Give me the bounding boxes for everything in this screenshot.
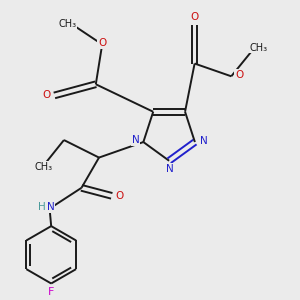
Text: O: O	[42, 90, 50, 100]
Text: O: O	[98, 38, 106, 48]
Text: CH₃: CH₃	[34, 162, 52, 172]
Text: N: N	[47, 202, 54, 212]
Text: N: N	[131, 136, 139, 146]
Text: N: N	[166, 164, 174, 174]
Text: N: N	[200, 136, 208, 146]
Text: O: O	[116, 191, 124, 201]
Text: O: O	[190, 12, 199, 22]
Text: H: H	[38, 202, 46, 212]
Text: CH₃: CH₃	[249, 43, 267, 52]
Text: CH₃: CH₃	[58, 19, 76, 29]
Text: O: O	[235, 70, 243, 80]
Text: F: F	[48, 287, 54, 297]
